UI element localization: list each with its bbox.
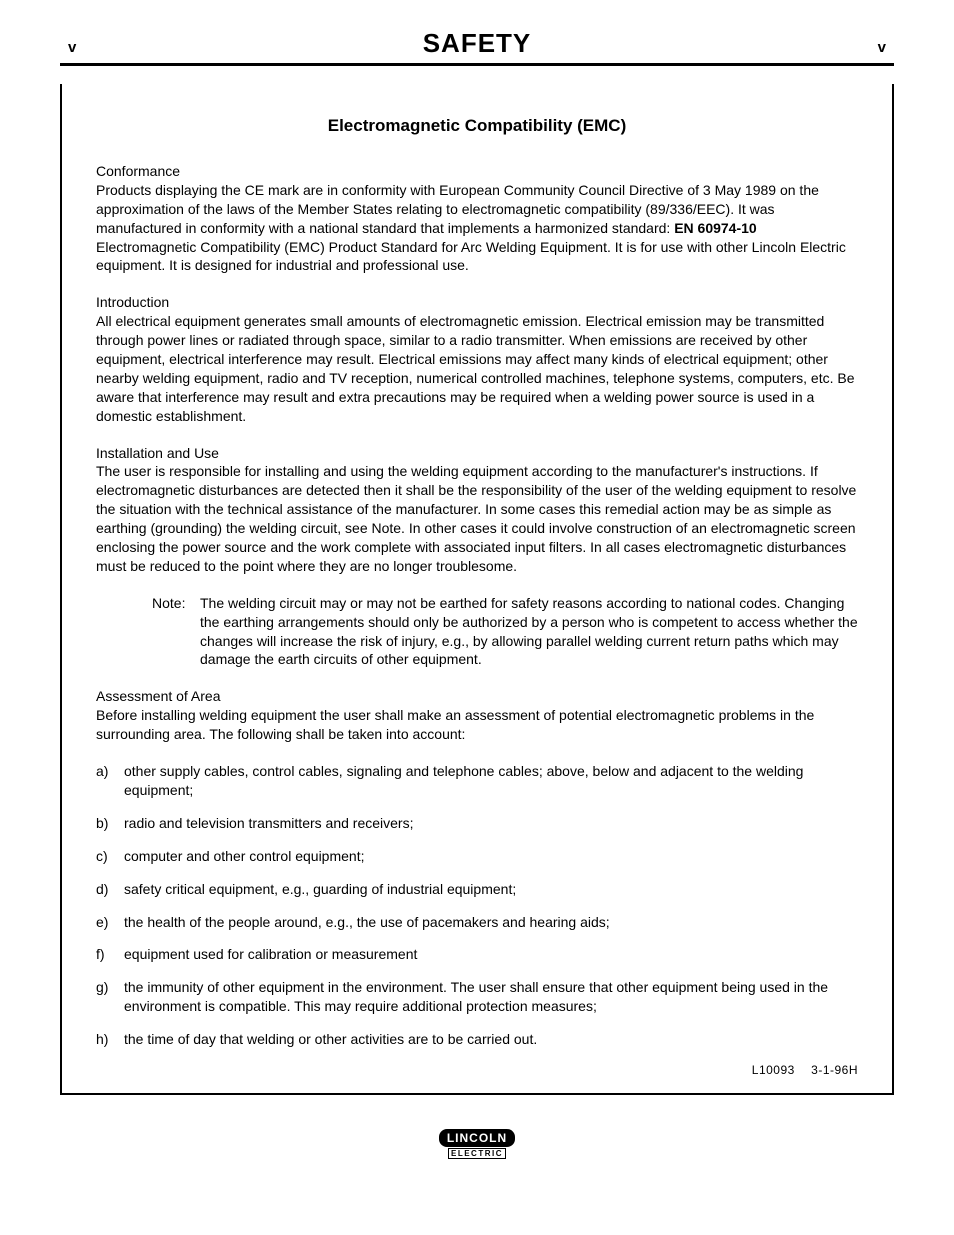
list-text: radio and television transmitters and re…: [124, 814, 858, 833]
section-heading: Assessment of Area: [96, 687, 858, 706]
section-heading: Conformance: [96, 162, 858, 181]
list-marker: g): [96, 978, 124, 1016]
section-heading: Installation and Use: [96, 444, 858, 463]
section-introduction: Introduction All electrical equipment ge…: [96, 293, 858, 425]
standard-code: EN 60974-10: [674, 220, 757, 236]
body-text: The user is responsible for installing a…: [96, 463, 856, 573]
list-item: g) the immunity of other equipment in th…: [96, 978, 858, 1016]
note-text: The welding circuit may or may not be ea…: [200, 594, 858, 670]
section-conformance: Conformance Products displaying the CE m…: [96, 162, 858, 275]
section-assessment: Assessment of Area Before installing wel…: [96, 687, 858, 744]
list-text: other supply cables, control cables, sig…: [124, 762, 858, 800]
list-marker: d): [96, 880, 124, 899]
list-text: the time of day that welding or other ac…: [124, 1030, 858, 1049]
list-item: c) computer and other control equipment;: [96, 847, 858, 866]
page-title: SAFETY: [423, 28, 532, 59]
logo-brand-bottom: ELECTRIC: [448, 1148, 506, 1159]
page-number-left: v: [68, 39, 76, 56]
note-label: Note:: [152, 594, 200, 670]
page: v SAFETY v Electromagnetic Compatibility…: [0, 0, 954, 1235]
list-text: computer and other control equipment;: [124, 847, 858, 866]
list-text: the health of the people around, e.g., t…: [124, 913, 858, 932]
list-item: e) the health of the people around, e.g.…: [96, 913, 858, 932]
list-item: d) safety critical equipment, e.g., guar…: [96, 880, 858, 899]
section-subtitle: Electromagnetic Compatibility (EMC): [96, 116, 858, 136]
page-header: v SAFETY v: [60, 28, 894, 61]
list-item: f) equipment used for calibration or mea…: [96, 945, 858, 964]
footer-logo: LINCOLN ELECTRIC: [60, 1129, 894, 1161]
list-item: b) radio and television transmitters and…: [96, 814, 858, 833]
list-text: equipment used for calibration or measur…: [124, 945, 858, 964]
list-marker: e): [96, 913, 124, 932]
list-marker: f): [96, 945, 124, 964]
body-text: All electrical equipment generates small…: [96, 313, 854, 423]
list-text: safety critical equipment, e.g., guardin…: [124, 880, 858, 899]
assessment-list: a) other supply cables, control cables, …: [96, 762, 858, 1049]
note-block: Note: The welding circuit may or may not…: [96, 594, 858, 670]
body-text: Electromagnetic Compatibility (EMC) Prod…: [96, 239, 846, 274]
list-marker: h): [96, 1030, 124, 1049]
section-installation: Installation and Use The user is respons…: [96, 444, 858, 576]
list-marker: c): [96, 847, 124, 866]
document-reference: L10093 3-1-96H: [96, 1063, 858, 1077]
list-item: h) the time of day that welding or other…: [96, 1030, 858, 1049]
content-frame: Electromagnetic Compatibility (EMC) Conf…: [60, 84, 894, 1095]
page-number-right: v: [878, 39, 886, 56]
list-text: the immunity of other equipment in the e…: [124, 978, 858, 1016]
header-rule: [60, 63, 894, 66]
logo-brand-top: LINCOLN: [439, 1129, 515, 1147]
list-marker: b): [96, 814, 124, 833]
section-heading: Introduction: [96, 293, 858, 312]
list-item: a) other supply cables, control cables, …: [96, 762, 858, 800]
body-text: Before installing welding equipment the …: [96, 707, 814, 742]
list-marker: a): [96, 762, 124, 800]
